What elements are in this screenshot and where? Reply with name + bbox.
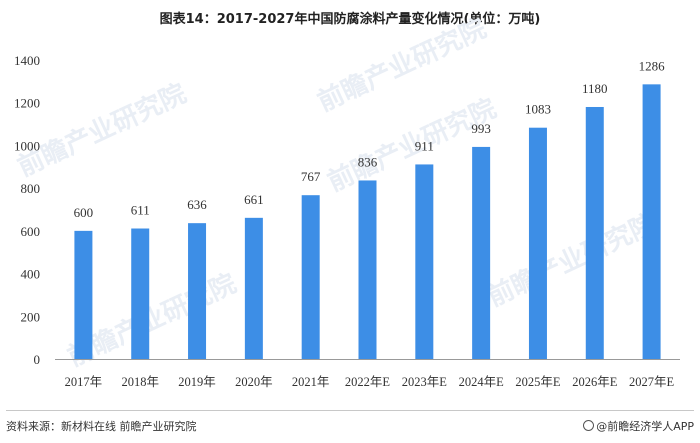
y-tick-label: 200 (21, 309, 41, 324)
x-tick-label: 2018年 (121, 375, 159, 389)
source-note: 资料来源：新材料在线 前瞻产业研究院 (6, 420, 197, 433)
x-tick-label: 2017年 (65, 375, 103, 389)
bar-2023年E (415, 164, 434, 359)
brand-logo-icon (583, 420, 595, 431)
data-label: 1083 (525, 102, 551, 117)
brand-credit: @前瞻经济学人APP (583, 418, 694, 434)
y-axis: 0 200 400 600 800 1000 1200 1400 (14, 53, 40, 367)
y-tick-label: 0 (34, 352, 41, 367)
bar-2021年 (301, 195, 320, 359)
bar-2019年 (188, 223, 207, 359)
data-label: 636 (187, 197, 207, 212)
y-tick-label: 800 (21, 181, 41, 196)
y-tick-label: 1400 (14, 53, 40, 68)
data-label: 600 (74, 205, 94, 220)
x-tick-label: 2019年 (178, 375, 216, 389)
x-tick-label: 2025年E (515, 375, 561, 389)
x-tick-label: 2026年E (572, 375, 618, 389)
data-label: 767 (301, 169, 321, 184)
bar-2018年 (131, 228, 150, 359)
x-tick-label: 2022年E (345, 375, 391, 389)
data-label: 661 (244, 192, 264, 207)
y-tick-label: 1200 (14, 96, 40, 111)
chart-title: 图表14：2017-2027年中国防腐涂料产量变化情况(单位：万吨) (159, 12, 541, 27)
data-label: 993 (471, 121, 491, 136)
footer-divider (6, 410, 694, 411)
data-label: 611 (131, 203, 150, 218)
data-labels: 600 611 636 661 767 836 911 993 1083 1180 1286 (74, 58, 665, 220)
bar-2024年E (472, 146, 491, 359)
bars (74, 84, 661, 360)
x-tick-label: 2021年 (292, 375, 330, 389)
bar-2025年E (528, 127, 547, 359)
bar-2026年E (585, 106, 604, 359)
data-label: 1180 (582, 81, 608, 96)
x-tick-label: 2020年 (235, 375, 273, 389)
x-axis: 2017年 2018年 2019年 2020年 2021年 2022年E 2023年E 202… (55, 359, 680, 389)
data-label: 911 (415, 138, 434, 153)
x-tick-label: 2027年E (629, 375, 675, 389)
data-label: 836 (358, 154, 378, 169)
bar-2027年E (642, 84, 661, 360)
x-tick-label: 2023年E (402, 375, 448, 389)
data-label: 1286 (639, 58, 666, 73)
brand-label: @前瞻经济学人APP (596, 420, 694, 433)
y-tick-label: 1000 (14, 138, 40, 153)
bar-2017年 (74, 230, 93, 359)
bar-2020年 (244, 217, 263, 359)
y-tick-label: 600 (21, 224, 41, 239)
bar-2022年E (358, 180, 377, 359)
x-tick-label: 2024年E (459, 375, 505, 389)
y-tick-label: 400 (21, 267, 41, 282)
